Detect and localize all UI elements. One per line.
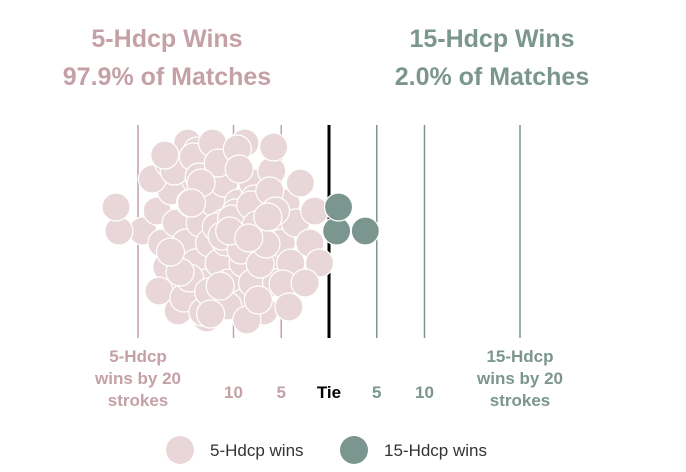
data-point-5-hdcp-win: [259, 132, 289, 162]
tick-label: 5: [277, 383, 286, 402]
data-point-5-hdcp-win: [224, 154, 254, 184]
legend: 5-Hdcp wins 15-Hdcp wins: [166, 436, 487, 464]
data-point-5-hdcp-win: [101, 192, 131, 222]
headline-15-hdcp-share: 2.0% of Matches: [394, 63, 590, 91]
x-axis-tick-labels: 5-Hdcp wins by 20 strokes 10 5 Tie 5 10 15-Hdcp w…: [94, 347, 563, 410]
legend-label-5-hdcp: 5-Hdcp wins: [210, 441, 304, 460]
tick-label: 5-Hdcp wins by 20 strokes: [94, 347, 181, 410]
legend-label-15-hdcp: 15-Hdcp wins: [384, 441, 487, 460]
data-point-5-hdcp-win: [155, 237, 186, 267]
tick-label-line: 5-Hdcp: [109, 347, 167, 366]
tick-label: 10: [415, 383, 434, 402]
tick-label: 5: [372, 383, 381, 402]
headline-5-hdcp-share: 97.9% of Matches: [62, 63, 272, 91]
data-point-5-hdcp-win: [205, 271, 235, 301]
headline-5-hdcp-title: 5-Hdcp Wins: [91, 25, 243, 53]
tick-label: 10: [224, 383, 243, 402]
headline-15-hdcp-title: 15-Hdcp Wins: [409, 25, 575, 53]
headline-5-hdcp: 5-Hdcp Wins 97.9% of Matches: [17, 20, 317, 96]
tick-label: Tie: [317, 383, 341, 402]
data-point-5-hdcp-win: [300, 196, 330, 226]
tick-label-line: wins by 20: [94, 369, 181, 388]
tick-label-line: wins by 20: [476, 369, 563, 388]
data-point-5-hdcp-win: [274, 292, 304, 322]
data-point-5-hdcp-win: [150, 140, 180, 170]
tick-label-line: strokes: [490, 391, 550, 410]
data-point-5-hdcp-win: [285, 168, 315, 198]
data-point-5-hdcp-win: [290, 268, 320, 298]
data-point-5-hdcp-win: [195, 299, 226, 329]
legend-swatch-5-hdcp: [166, 436, 194, 464]
data-point-5-hdcp-win: [253, 202, 283, 232]
legend-swatch-15-hdcp: [340, 436, 368, 464]
data-point-5-hdcp-win: [304, 248, 335, 278]
tick-label-line: strokes: [108, 391, 168, 410]
data-points: [101, 128, 380, 335]
data-point-5-hdcp-win: [176, 188, 207, 218]
data-point-15-hdcp-win: [323, 192, 354, 222]
data-point-5-hdcp-win: [234, 223, 264, 253]
tick-label-line: 15-Hdcp: [486, 347, 553, 366]
data-point-5-hdcp-win: [243, 285, 273, 315]
headline-15-hdcp: 15-Hdcp Wins 2.0% of Matches: [342, 20, 642, 96]
data-point-15-hdcp-win: [350, 216, 380, 246]
tick-label: 15-Hdcp wins by 20 strokes: [476, 347, 563, 410]
